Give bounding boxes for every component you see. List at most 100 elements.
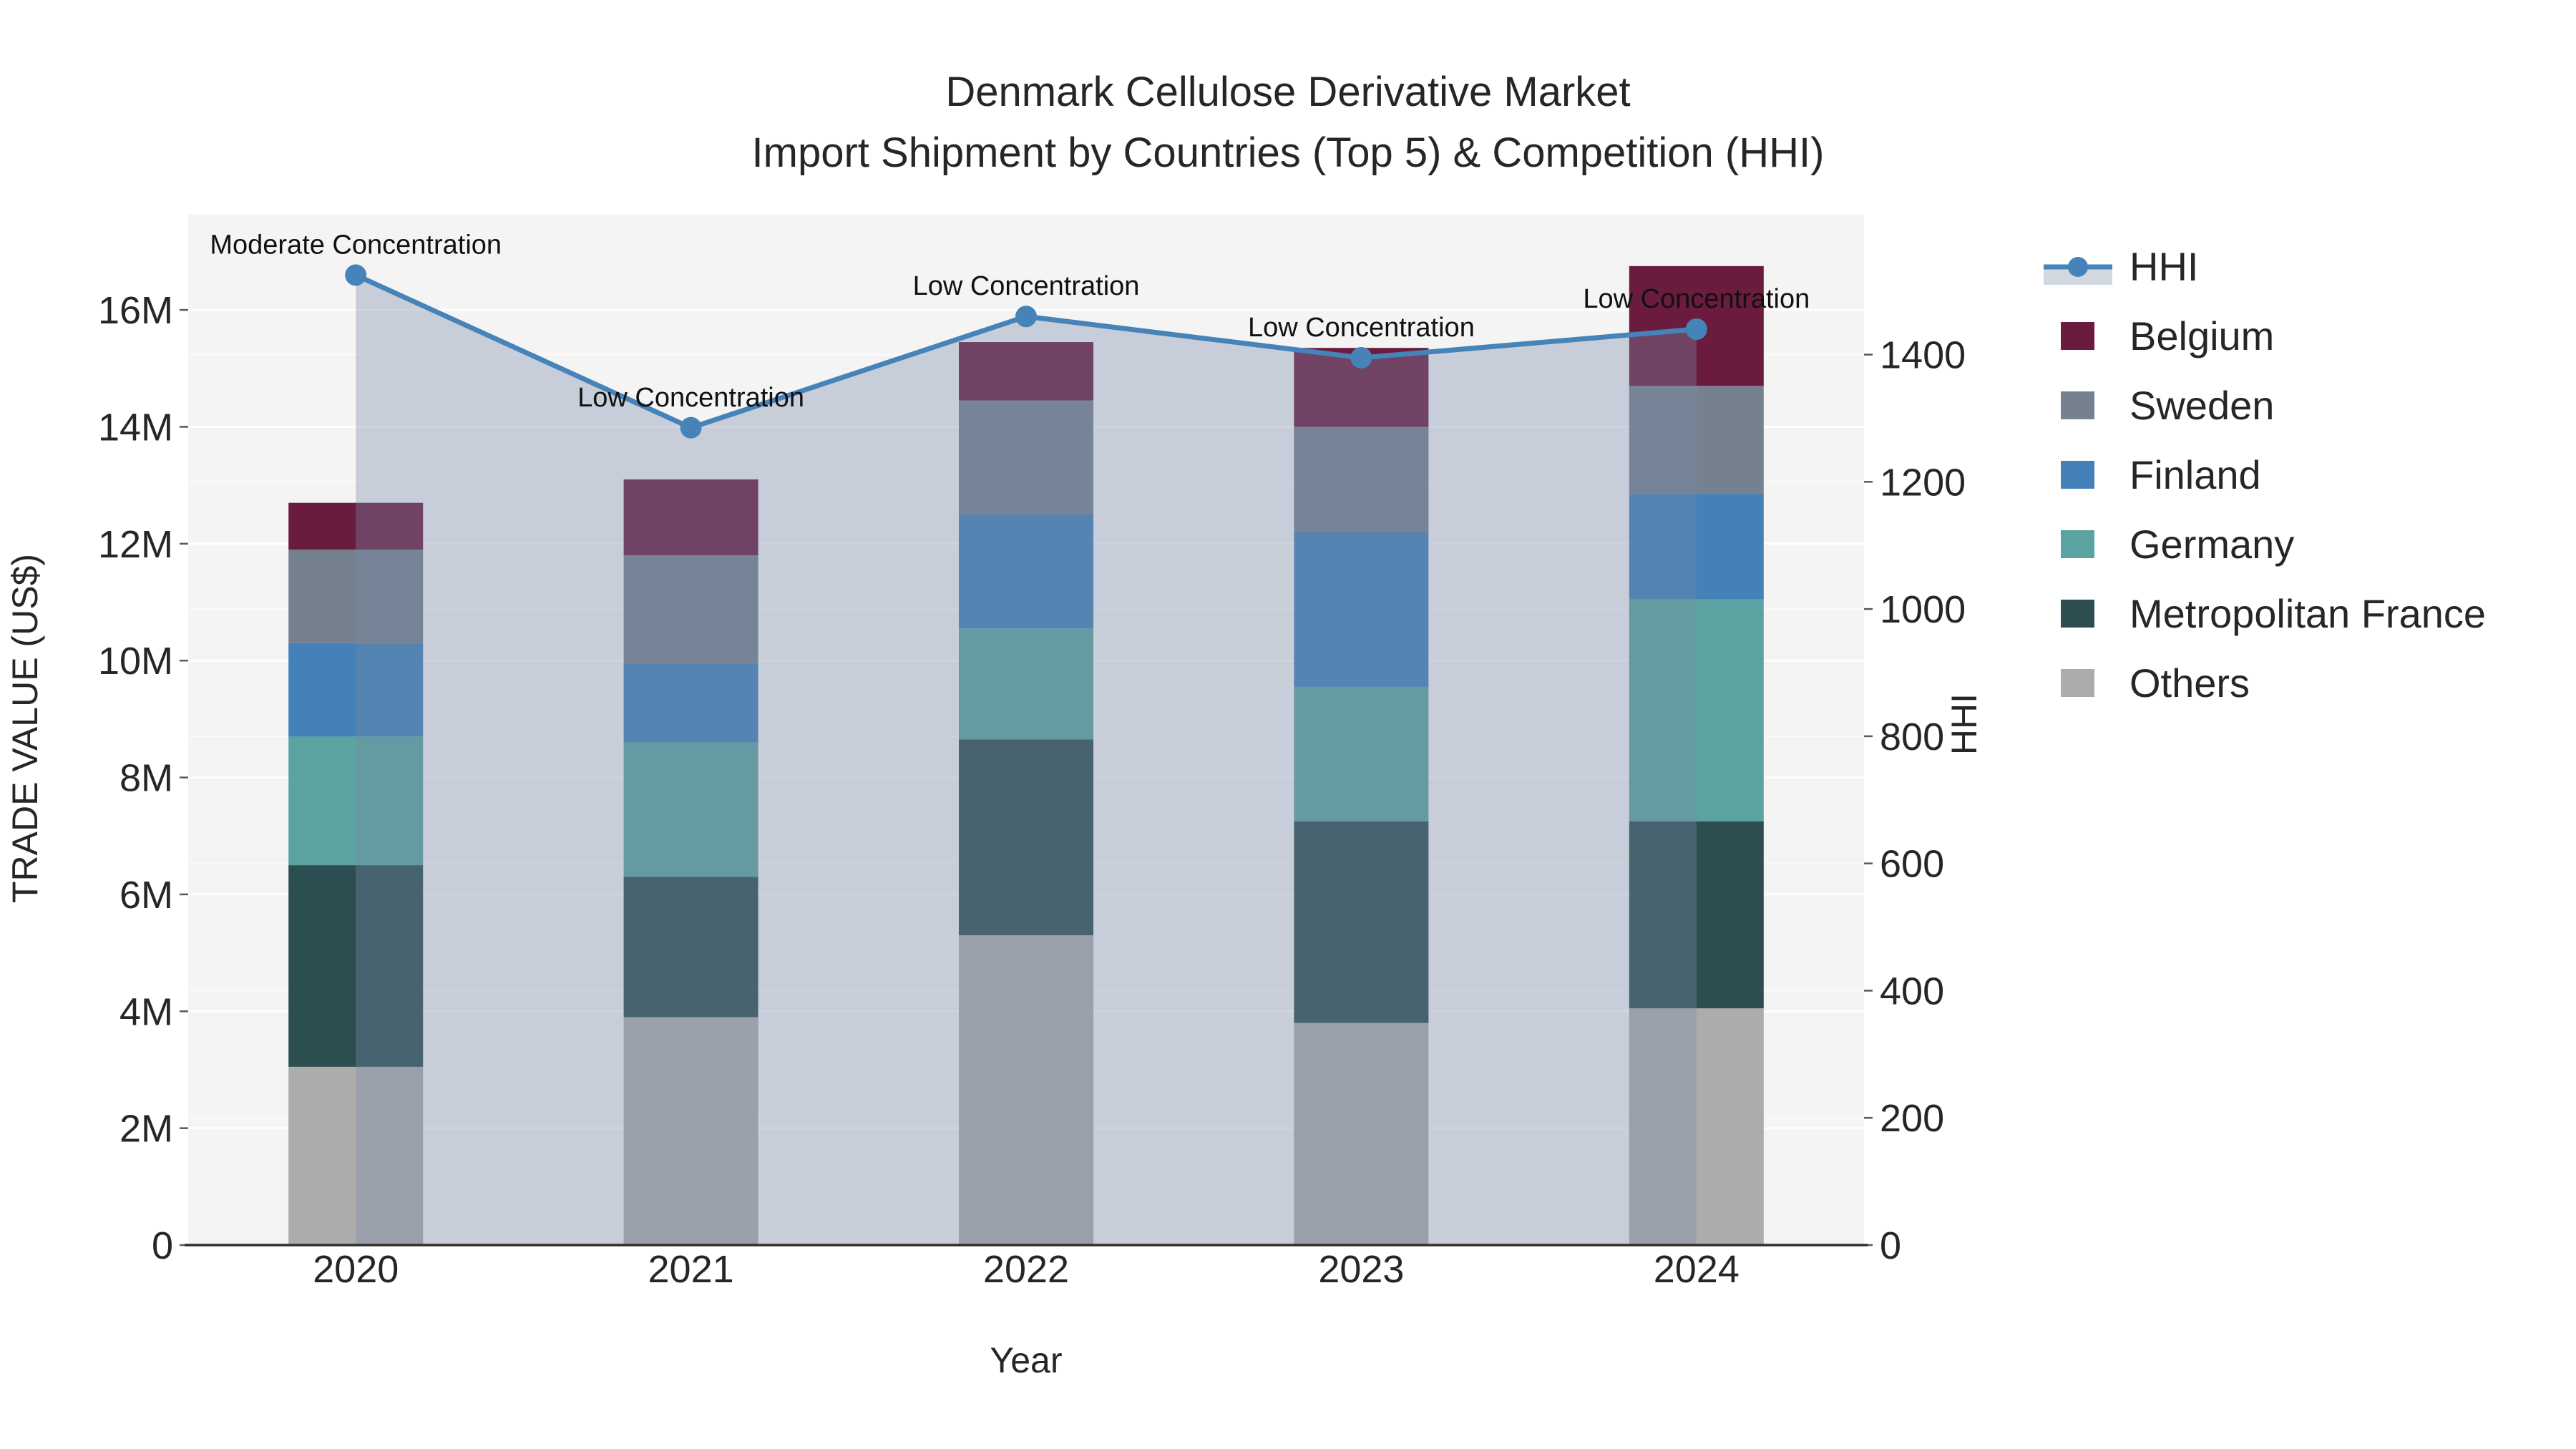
x-tick-label-2024: 2024 — [1654, 1248, 1740, 1291]
y-left-axis-title: TRADE VALUE (US$) — [5, 554, 45, 903]
hhi-marker-2021[interactable] — [680, 416, 702, 439]
legend-swatch-finland — [2061, 461, 2094, 489]
y-left-tick-label-10: 10M — [98, 640, 173, 683]
legend-item-others[interactable]: Others — [2061, 660, 2250, 706]
bar-segment-2023-finland[interactable] — [1294, 532, 1429, 687]
x-tick-label-2023: 2023 — [1318, 1248, 1404, 1291]
bar-segment-2020-germany[interactable] — [288, 736, 424, 866]
bar-segment-2024-others[interactable] — [1629, 1008, 1764, 1245]
bar-segment-2024-metropolitan-france[interactable] — [1629, 821, 1764, 1009]
y-right-tick-label-800: 800 — [1880, 716, 1944, 758]
legend-hhi-marker-icon — [2068, 257, 2088, 277]
hhi-marker-2024[interactable] — [1685, 318, 1707, 340]
bar-segment-2020-sweden[interactable] — [288, 550, 424, 643]
y-right-tick-label-600: 600 — [1880, 843, 1944, 886]
x-tick-label-2022: 2022 — [983, 1248, 1069, 1291]
bar-segment-2020-metropolitan-france[interactable] — [288, 865, 424, 1067]
legend-item-metropolitan-france[interactable]: Metropolitan France — [2061, 591, 2486, 636]
legend-item-finland[interactable]: Finland — [2061, 452, 2261, 497]
bar-segment-2022-germany[interactable] — [959, 628, 1093, 740]
annotation-2023: Low Concentration — [1248, 313, 1475, 343]
annotation-layer: Moderate Concentration Low Concentration L… — [210, 230, 1810, 412]
bar-segment-2024-finland[interactable] — [1629, 494, 1764, 600]
y-left-tick-label-2: 2M — [119, 1108, 173, 1151]
legend-label-sweden: Sweden — [2129, 383, 2274, 428]
x-tick-label-2021: 2021 — [648, 1248, 734, 1291]
hhi-marker-2023[interactable] — [1350, 347, 1372, 369]
bar-segment-2021-sweden[interactable] — [623, 555, 758, 664]
bar-segment-2020-belgium[interactable] — [288, 502, 424, 550]
annotation-2022: Low Concentration — [913, 271, 1140, 301]
bar-segment-2021-metropolitan-france[interactable] — [623, 877, 758, 1018]
bar-2022 — [959, 342, 1093, 1245]
bar-2023 — [1294, 348, 1429, 1245]
legend-label-hhi: HHI — [2129, 244, 2198, 289]
bar-segment-2023-germany[interactable] — [1294, 686, 1429, 821]
y-left-tick-label-12: 12M — [98, 523, 173, 566]
axis-layer: 0 2M 4M 6M 8M 10M 12M 14M 16M 0 200 400 600 800 1000 12… — [98, 289, 1966, 1291]
y-right-axis-title: HHI — [1944, 693, 1984, 755]
y-right-tick-label-400: 400 — [1880, 970, 1944, 1013]
legend-swatch-belgium — [2061, 322, 2094, 350]
y-left-tick-label-8: 8M — [119, 757, 173, 800]
y-right-tick-label-200: 200 — [1880, 1097, 1944, 1140]
hhi-line-layer — [345, 264, 1707, 439]
bar-segment-2023-metropolitan-france[interactable] — [1294, 821, 1429, 1023]
legend: HHI Belgium Sweden Finland Germany Metropolit… — [2044, 244, 2486, 706]
bar-segment-2022-belgium[interactable] — [959, 342, 1093, 401]
annotation-2020: Moderate Concentration — [210, 230, 502, 260]
chart-title-line1: Denmark Cellulose Derivative Market — [945, 69, 1630, 115]
y-right-tick-label-1000: 1000 — [1880, 588, 1966, 631]
legend-label-others: Others — [2129, 660, 2250, 706]
bar-2024 — [1629, 265, 1764, 1245]
bar-segment-2022-metropolitan-france[interactable] — [959, 739, 1093, 936]
bar-segment-2020-finland[interactable] — [288, 643, 424, 737]
bar-segment-2021-belgium[interactable] — [623, 479, 758, 556]
bar-segment-2020-others[interactable] — [288, 1066, 424, 1245]
y-right-tick-label-1200: 1200 — [1880, 461, 1966, 504]
bar-segment-2022-others[interactable] — [959, 935, 1093, 1245]
bar-segment-2021-finland[interactable] — [623, 663, 758, 743]
y-left-tick-label-6: 6M — [119, 874, 173, 917]
y-right-tick-label-1400: 1400 — [1880, 334, 1966, 377]
bar-segment-2021-others[interactable] — [623, 1017, 758, 1245]
legend-label-metropolitan-france: Metropolitan France — [2129, 591, 2486, 636]
bar-segment-2024-sweden[interactable] — [1629, 386, 1764, 494]
bar-segment-2023-others[interactable] — [1294, 1023, 1429, 1245]
y-left-tick-label-0: 0 — [152, 1224, 173, 1267]
bar-segment-2023-sweden[interactable] — [1294, 426, 1429, 532]
bar-segment-2022-sweden[interactable] — [959, 400, 1093, 515]
bar-segment-2024-germany[interactable] — [1629, 599, 1764, 821]
legend-label-belgium: Belgium — [2129, 313, 2274, 358]
legend-swatch-others — [2061, 669, 2094, 697]
annotation-2021: Low Concentration — [577, 383, 804, 413]
hhi-marker-2020[interactable] — [345, 264, 367, 286]
legend-label-germany: Germany — [2129, 522, 2294, 567]
y-left-tick-label-4: 4M — [119, 990, 173, 1033]
chart-title-line2: Import Shipment by Countries (Top 5) & C… — [752, 130, 1825, 176]
x-axis-title: Year — [990, 1340, 1062, 1380]
legend-item-hhi[interactable]: HHI — [2044, 244, 2198, 289]
legend-item-germany[interactable]: Germany — [2061, 522, 2294, 567]
legend-item-sweden[interactable]: Sweden — [2061, 383, 2274, 428]
legend-label-finland: Finland — [2129, 452, 2261, 497]
legend-item-belgium[interactable]: Belgium — [2061, 313, 2274, 358]
hhi-marker-2022[interactable] — [1015, 306, 1037, 328]
legend-swatch-sweden — [2061, 391, 2094, 419]
bar-2020 — [288, 502, 424, 1245]
bar-segment-2021-germany[interactable] — [623, 742, 758, 877]
hhi-area-layer — [356, 275, 1697, 1245]
bar-segment-2022-finland[interactable] — [959, 514, 1093, 629]
bar-2021 — [623, 479, 758, 1245]
hhi-area-fill — [356, 275, 1697, 1245]
legend-swatch-metropolitan-france — [2061, 600, 2094, 628]
legend-swatch-germany — [2061, 530, 2094, 558]
y-left-tick-label-16: 16M — [98, 289, 173, 332]
annotation-2024: Low Concentration — [1583, 284, 1810, 314]
x-tick-label-2020: 2020 — [313, 1248, 399, 1291]
y-left-tick-label-14: 14M — [98, 406, 173, 449]
stacked-bars-layer — [288, 265, 1764, 1245]
y-right-tick-label-0: 0 — [1880, 1224, 1901, 1267]
